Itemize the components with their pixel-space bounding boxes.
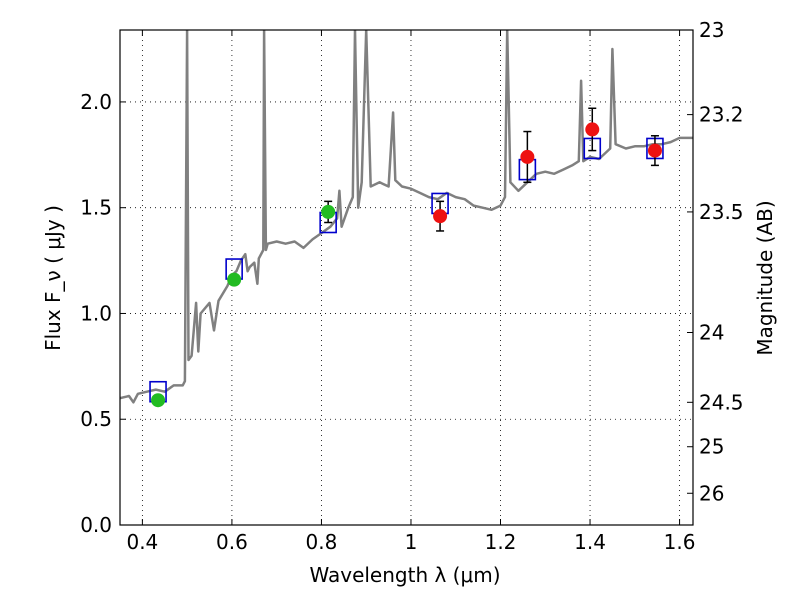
axes: 0.4 0.6 0.8 1 1.2 1.4 1.6 0.0 0.5 1.0 1.5 2.0 23 23.2… — [80, 18, 743, 554]
optical-point — [151, 393, 166, 408]
plot-frame — [119, 29, 694, 526]
x-tick-label: 1.4 — [574, 530, 606, 554]
y2-tick-label: 24.5 — [699, 390, 744, 414]
nir-point — [585, 122, 600, 137]
y-tick-label: 0.5 — [80, 407, 112, 431]
x-tick-label: 0.8 — [306, 530, 338, 554]
nir-point — [433, 209, 448, 224]
y2-tick-label: 26 — [699, 481, 724, 505]
optical-point — [321, 204, 336, 219]
x-tick-label: 1 — [405, 530, 418, 554]
grid — [120, 30, 693, 526]
nir-point — [520, 149, 535, 164]
y2-axis-label: Magnitude (AB) — [753, 200, 777, 355]
model-spectrum-line — [120, 30, 693, 404]
plot-area — [120, 30, 693, 408]
optical-point — [227, 272, 242, 287]
y2-tick-label: 24 — [699, 321, 724, 345]
y-tick-label: 0.0 — [80, 513, 112, 537]
x-tick-label: 0.6 — [216, 530, 248, 554]
y2-tick-label: 23.5 — [699, 200, 744, 224]
x-tick-label: 1.6 — [664, 530, 696, 554]
y2-tick-label: 23 — [699, 18, 724, 42]
x-axis-label: Wavelength λ (μm) — [309, 563, 500, 587]
y-axis-label: Flux F_ν ( μJy ) — [41, 205, 65, 351]
x-tick-label: 1.2 — [485, 530, 517, 554]
nir-point — [647, 143, 662, 158]
x-tick-label: 0.4 — [126, 530, 158, 554]
y2-tick-label: 25 — [699, 435, 724, 459]
y-tick-label: 2.0 — [80, 90, 112, 114]
y2-tick-label: 23.2 — [699, 103, 744, 127]
y-tick-label: 1.0 — [80, 301, 112, 325]
y-tick-label: 1.5 — [80, 196, 112, 220]
